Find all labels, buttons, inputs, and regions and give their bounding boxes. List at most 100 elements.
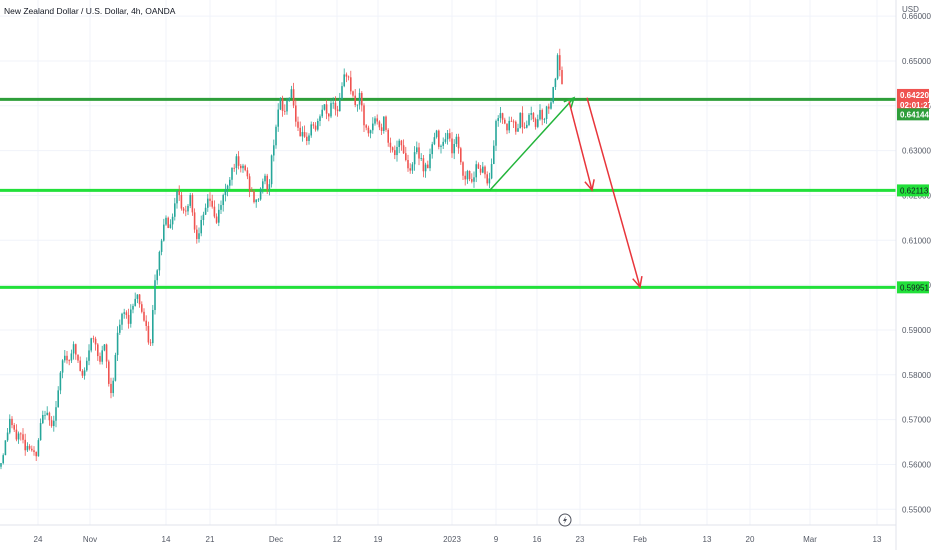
candle-body — [44, 414, 46, 416]
candle-body — [383, 116, 385, 131]
candle-body — [303, 132, 306, 137]
candle-body — [86, 360, 88, 371]
candle-body — [380, 127, 383, 131]
candle-body — [22, 434, 24, 440]
candle-body — [482, 166, 484, 173]
horizontal-lines — [0, 97, 896, 289]
candle-body — [479, 168, 482, 173]
candle-body — [31, 448, 33, 451]
drop-arrow-1[interactable] — [568, 101, 595, 192]
candle-body — [400, 140, 403, 146]
trend-arrow[interactable] — [489, 96, 576, 191]
candle-body — [394, 150, 396, 156]
price-tick-label: 0.61000 — [902, 236, 931, 245]
candle-body — [233, 167, 235, 169]
time-tick-label: 12 — [333, 535, 342, 544]
candle-body — [534, 119, 537, 127]
candle-body — [165, 217, 167, 225]
candle-body — [6, 432, 9, 441]
candle-body — [235, 156, 238, 169]
candle-body — [182, 208, 185, 211]
candle-body — [334, 102, 337, 110]
candle-body — [286, 100, 288, 112]
candle-body — [457, 136, 460, 149]
candle-body — [506, 123, 508, 131]
candle-body — [37, 440, 40, 457]
time-tick-label: 2023 — [443, 535, 461, 544]
candle-body — [81, 370, 84, 376]
lightning-icon[interactable] — [558, 513, 572, 527]
candle-body — [125, 312, 128, 315]
candle-body — [402, 145, 405, 154]
candle-body — [127, 314, 130, 324]
time-tick-label: 23 — [576, 535, 585, 544]
drop-arrow-2[interactable] — [586, 97, 643, 289]
candle-body — [409, 168, 411, 171]
time-tick-label: Feb — [633, 535, 647, 544]
candle-body — [295, 105, 297, 122]
candle-body — [50, 420, 53, 427]
candle-body — [59, 372, 62, 391]
candle-body — [92, 338, 95, 340]
candle-body — [218, 209, 220, 223]
candle-body — [396, 146, 398, 156]
candle-body — [66, 355, 68, 361]
candle-body — [312, 124, 315, 126]
candle-body — [48, 412, 51, 421]
candle-body — [209, 198, 211, 201]
candle-body — [110, 383, 112, 394]
candle-body — [325, 104, 328, 114]
candle-body — [548, 106, 550, 109]
candle-body — [273, 145, 275, 156]
candle-body — [501, 113, 504, 120]
candle-body — [28, 445, 31, 449]
candle-body — [358, 92, 361, 105]
candle-body — [204, 207, 207, 215]
candle-body — [521, 112, 524, 128]
time-tick-label: 24 — [34, 535, 43, 544]
time-tick-label: 16 — [533, 535, 542, 544]
price-tick-label: 0.57000 — [902, 416, 931, 425]
price-tick-label: 0.58000 — [902, 371, 931, 380]
candle-body — [270, 155, 273, 185]
candle-body — [158, 251, 161, 271]
candle-body — [114, 355, 117, 381]
candle-body — [347, 76, 350, 78]
candle-body — [387, 129, 389, 143]
resistance-badge: 0.64144 — [897, 108, 929, 121]
candle-body — [330, 103, 332, 117]
candle-body — [55, 407, 57, 421]
time-tick-label: 13 — [703, 535, 712, 544]
candle-body — [200, 219, 202, 234]
candle-body — [416, 147, 418, 153]
candle-body — [226, 185, 229, 190]
candle-body — [46, 412, 48, 415]
candle-body — [446, 133, 449, 140]
candle-body — [198, 233, 200, 239]
candle-body — [90, 338, 92, 351]
price-axis[interactable]: 0.660000.650000.640000.630000.620000.610… — [902, 12, 931, 514]
candle-body — [213, 206, 216, 217]
candle-body — [130, 309, 132, 324]
candle-body — [189, 195, 191, 206]
candle-body — [332, 102, 334, 104]
candle-body — [486, 174, 488, 184]
time-axis[interactable]: 24 Nov 14 21 Dec 12 19 2023 9 16 23 Feb 13 20 Mar 13 — [34, 535, 882, 544]
time-tick-label: 13 — [873, 535, 882, 544]
candle-body — [308, 135, 310, 141]
candle-body — [259, 188, 262, 200]
candle-body — [240, 165, 242, 169]
candle-body — [374, 118, 376, 124]
candle-body — [246, 170, 249, 177]
candle-body — [495, 120, 497, 146]
candle-body — [167, 217, 169, 228]
candle-body — [24, 439, 26, 451]
candle-body — [361, 92, 363, 106]
candle-body — [561, 70, 563, 85]
candle-body — [279, 98, 282, 110]
candle-body — [11, 418, 13, 426]
time-tick-label: Dec — [269, 535, 283, 544]
candle-body — [13, 425, 15, 430]
